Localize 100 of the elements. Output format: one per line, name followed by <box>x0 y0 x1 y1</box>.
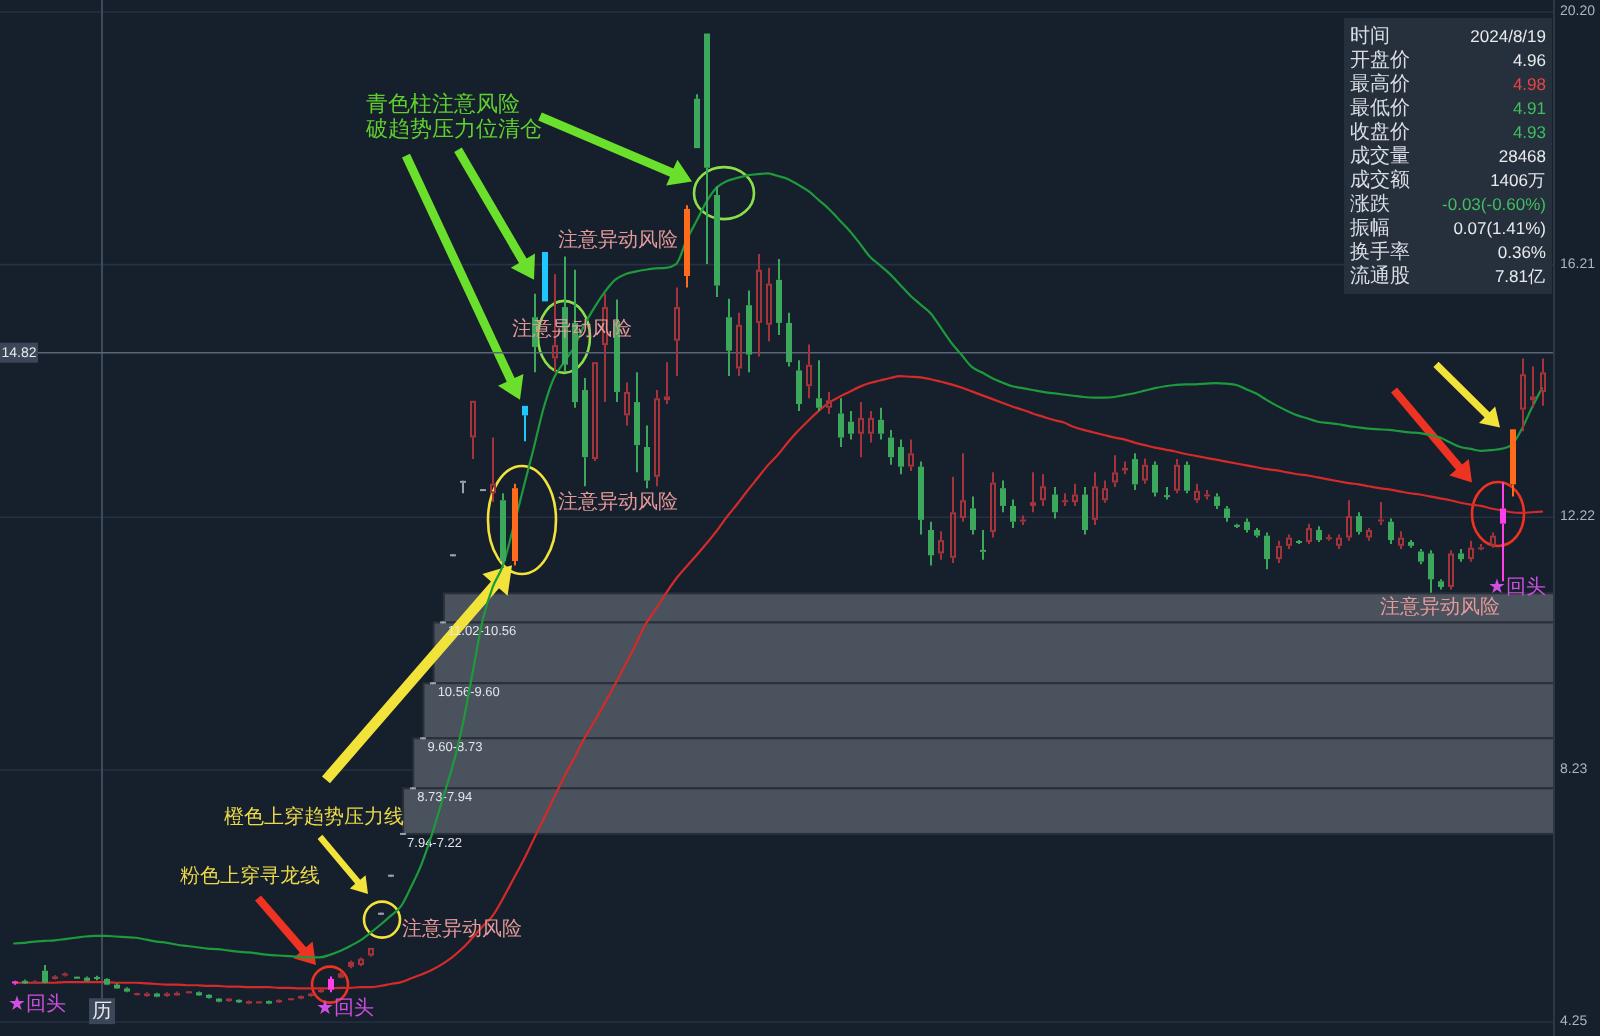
candlestick <box>490 436 496 504</box>
candlestick <box>1276 539 1282 564</box>
candlestick <box>960 452 966 523</box>
candlestick <box>1010 498 1016 530</box>
candlestick <box>1030 471 1036 514</box>
candlestick <box>1438 578 1444 591</box>
candlestick <box>1062 492 1068 507</box>
category-label: 最高价 <box>1350 71 1410 95</box>
candlestick <box>1244 517 1250 534</box>
candlestick <box>918 460 924 536</box>
candlestick <box>674 286 680 378</box>
candlestick <box>858 401 864 459</box>
candlestick <box>1500 481 1506 583</box>
candlestick <box>806 343 812 400</box>
candlestick <box>990 471 996 539</box>
candlestick <box>838 397 844 449</box>
candlestick <box>644 424 650 490</box>
text: 0.07(1.41%) <box>1453 218 1546 238</box>
text: 28468 <box>1498 146 1546 166</box>
text: 4.96 <box>1512 50 1546 70</box>
candlestick <box>1398 530 1404 550</box>
candlestick <box>1520 357 1526 433</box>
candlestick <box>1408 539 1414 549</box>
candlestick <box>848 409 854 441</box>
candlestick <box>928 520 934 567</box>
candlestick <box>1102 479 1108 504</box>
category-label: 开盘价 <box>1350 47 1410 71</box>
category-label: 振幅 <box>1350 215 1390 239</box>
annotation: ★回头 <box>316 995 374 1020</box>
text: 4.98 <box>1512 74 1546 94</box>
candlestick <box>878 406 884 441</box>
candlestick <box>1366 527 1372 542</box>
annotation: 破趋势压力位清仓 <box>364 116 542 143</box>
annotation: 历 <box>92 1000 112 1023</box>
candlestick <box>1072 482 1078 507</box>
candlestick <box>1388 517 1394 545</box>
text: 0.36% <box>1497 242 1546 262</box>
candlestick <box>1092 471 1098 526</box>
candlestick <box>898 438 904 476</box>
candlestick <box>766 266 772 343</box>
annotation: 注意异动风险 <box>1380 593 1500 618</box>
candlestick <box>1142 457 1148 485</box>
candlestick <box>796 359 802 412</box>
candlestick <box>1336 533 1342 550</box>
candlestick <box>746 289 752 374</box>
candlestick <box>654 389 660 488</box>
category-label: 流通股 <box>1350 263 1410 287</box>
candlestick <box>624 381 630 427</box>
candlestick <box>1052 485 1058 520</box>
candlestick <box>1346 499 1352 542</box>
candlestick <box>1264 531 1270 571</box>
candlestick <box>1132 452 1138 492</box>
candlestick <box>684 204 690 289</box>
candlestick <box>1286 533 1292 550</box>
text: -0.03(-0.60%) <box>1442 194 1546 214</box>
candlestick <box>1468 539 1474 563</box>
candlestick <box>888 428 894 466</box>
candlestick <box>1040 473 1046 507</box>
candlestick <box>582 377 588 488</box>
candlestick <box>1428 549 1434 594</box>
candlestick <box>1530 365 1536 409</box>
annotation: 注意异动风险 <box>558 489 678 514</box>
text: 2024/8/19 <box>1470 26 1546 46</box>
candlestick <box>868 409 874 444</box>
candlestick <box>1020 514 1026 526</box>
candlestick <box>664 361 670 405</box>
candlestick <box>786 311 792 368</box>
text: 4.93 <box>1512 122 1546 142</box>
candlestick <box>1194 482 1200 504</box>
candlestick <box>776 257 782 336</box>
candlestick <box>1000 479 1006 514</box>
category-label: 涨跌 <box>1350 191 1390 215</box>
text: 7.81亿 <box>1494 266 1546 286</box>
candlestick <box>1540 357 1546 407</box>
category-label: 最低价 <box>1350 95 1410 119</box>
candlestick <box>826 390 832 416</box>
category-label: 收盘价 <box>1350 119 1410 143</box>
candlestick <box>634 371 640 474</box>
category-label: 时间 <box>1350 23 1390 47</box>
candlestick <box>1112 454 1118 488</box>
annotation: 橙色上穿趋势压力线 <box>224 804 404 829</box>
category-label: 成交量 <box>1350 143 1410 167</box>
candlestick <box>816 359 822 412</box>
text: 4.91 <box>1512 98 1546 118</box>
candlestick <box>756 252 762 358</box>
annotation: 青色柱注意风险 <box>366 90 520 117</box>
candlestick <box>1490 531 1496 549</box>
annotation: 注意异动风险 <box>402 916 522 941</box>
annotation: 粉色上穿寻龙线 <box>180 863 320 888</box>
category-label: 换手率 <box>1350 239 1410 263</box>
candlestick <box>1214 492 1220 511</box>
candlestick <box>714 185 720 298</box>
candlestick <box>1326 533 1332 540</box>
text: 1406万 <box>1490 170 1546 190</box>
category-label: 成交额 <box>1350 167 1410 191</box>
candlestick <box>938 530 944 561</box>
candlestick <box>1316 525 1322 544</box>
candlestick <box>1378 501 1384 526</box>
candlestick <box>1254 527 1260 539</box>
annotation: 注意异动风险 <box>558 227 678 252</box>
